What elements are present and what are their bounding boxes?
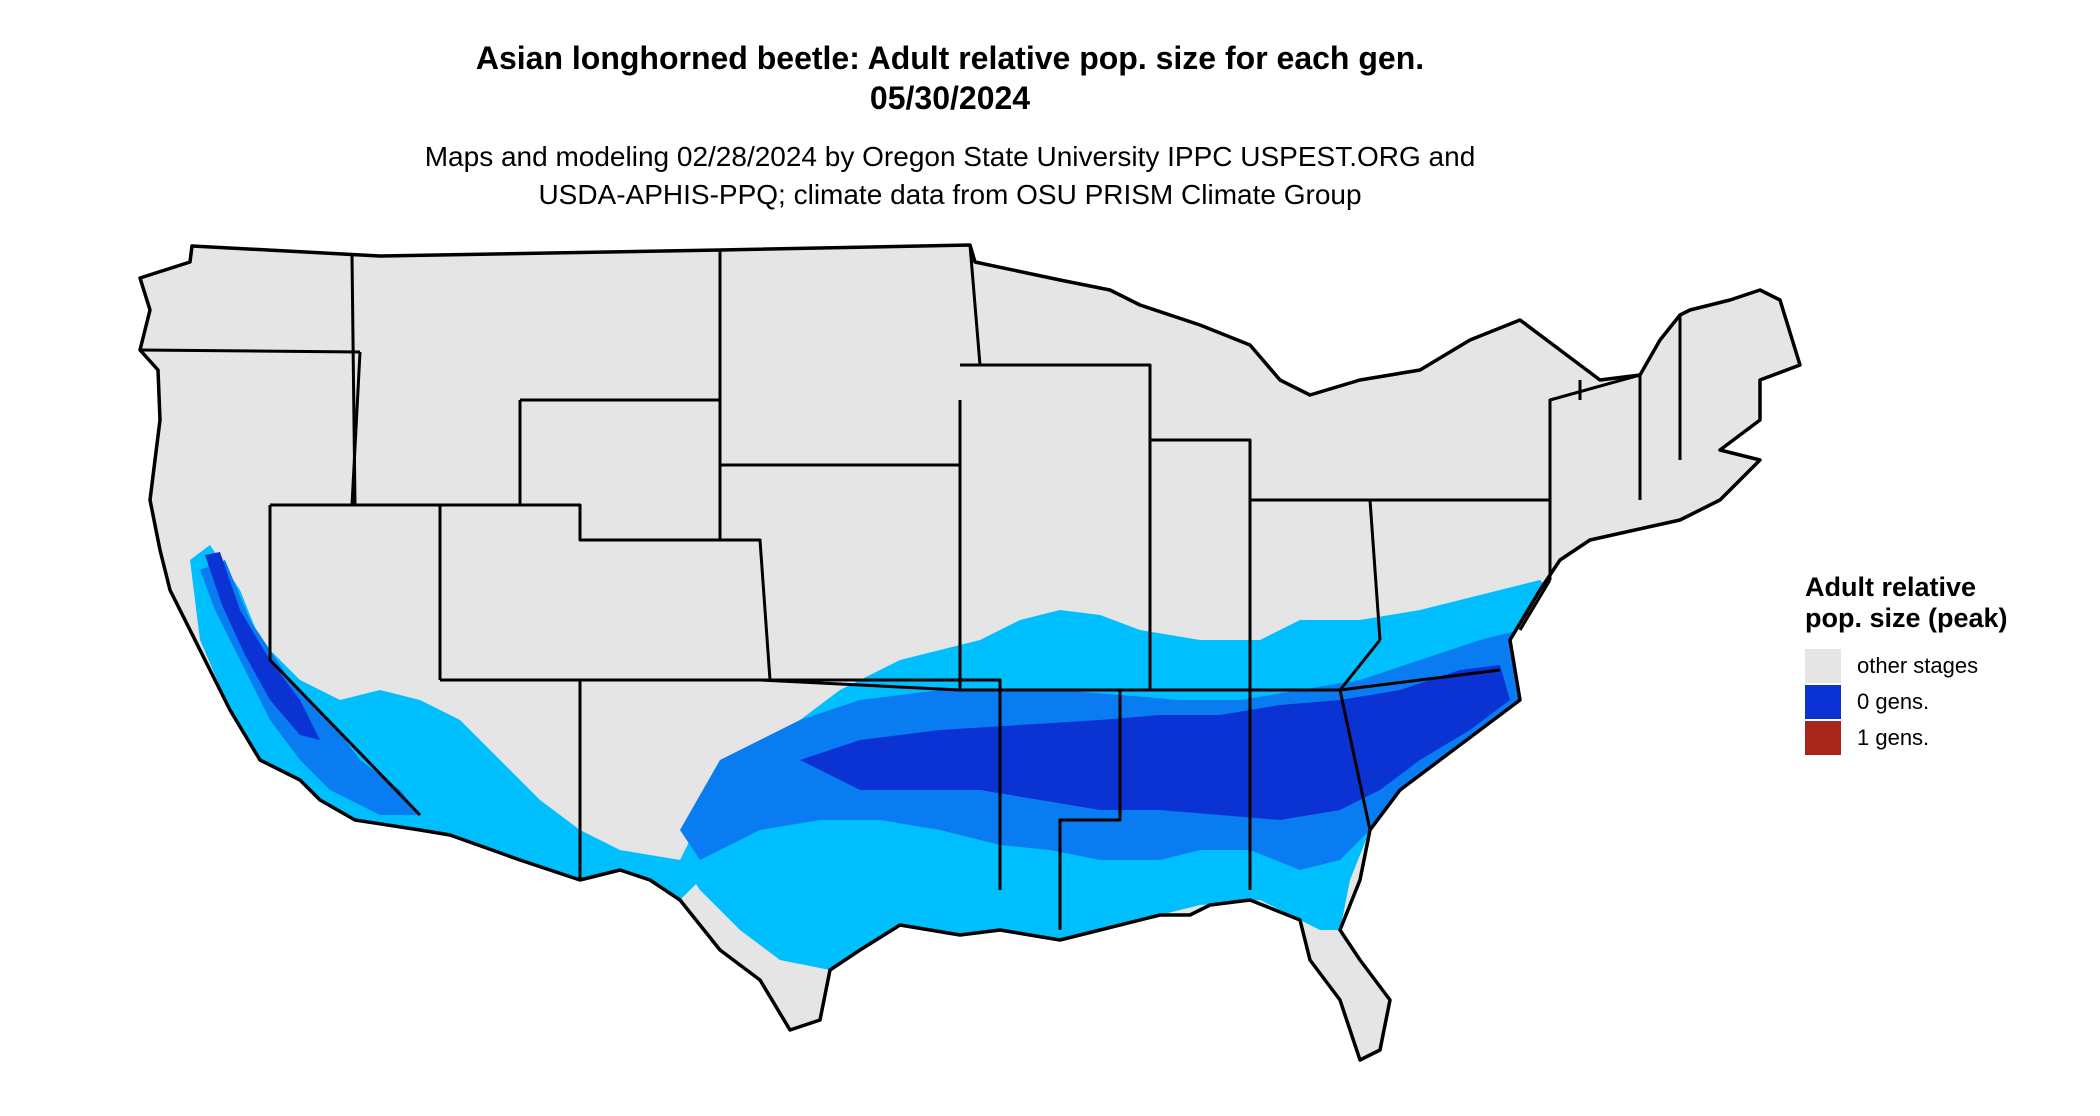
zone-dark-blue-west xyxy=(205,552,320,740)
legend-item: other stages xyxy=(1805,648,2025,684)
legend-item: 0 gens. xyxy=(1805,684,2025,720)
map-subtitle: Maps and modeling 02/28/2024 by Oregon S… xyxy=(0,138,1900,214)
legend-item: 1 gens. xyxy=(1805,720,2025,756)
title-line-2: 05/30/2024 xyxy=(869,80,1031,116)
legend-label: 0 gens. xyxy=(1857,689,1930,714)
legend: Adult relative pop. size (peak) other st… xyxy=(1805,572,2025,756)
subtitle-line-1: Maps and modeling 02/28/2024 by Oregon S… xyxy=(424,141,1476,172)
state-borders xyxy=(139,244,1682,930)
zone-dark-blue xyxy=(800,665,1510,820)
title-line-1: Asian longhorned beetle: Adult relative … xyxy=(475,40,1425,76)
legend-swatch xyxy=(1805,649,1841,683)
legend-label: other stages xyxy=(1857,653,1979,678)
us-outline xyxy=(138,243,1802,1062)
subtitle-line-2: USDA-APHIS-PPQ; climate data from OSU PR… xyxy=(538,179,1362,210)
legend-label: 1 gens. xyxy=(1857,725,1930,750)
legend-title: Adult relative pop. size (peak) xyxy=(1805,572,2008,633)
map-title: Asian longhorned beetle: Adult relative … xyxy=(0,38,1900,118)
legend-items: other stages 0 gens. 1 gens. xyxy=(1805,648,2025,756)
legend-swatch xyxy=(1805,721,1841,755)
legend-swatch xyxy=(1805,685,1841,719)
zone-light-blue-southwest xyxy=(190,545,700,900)
